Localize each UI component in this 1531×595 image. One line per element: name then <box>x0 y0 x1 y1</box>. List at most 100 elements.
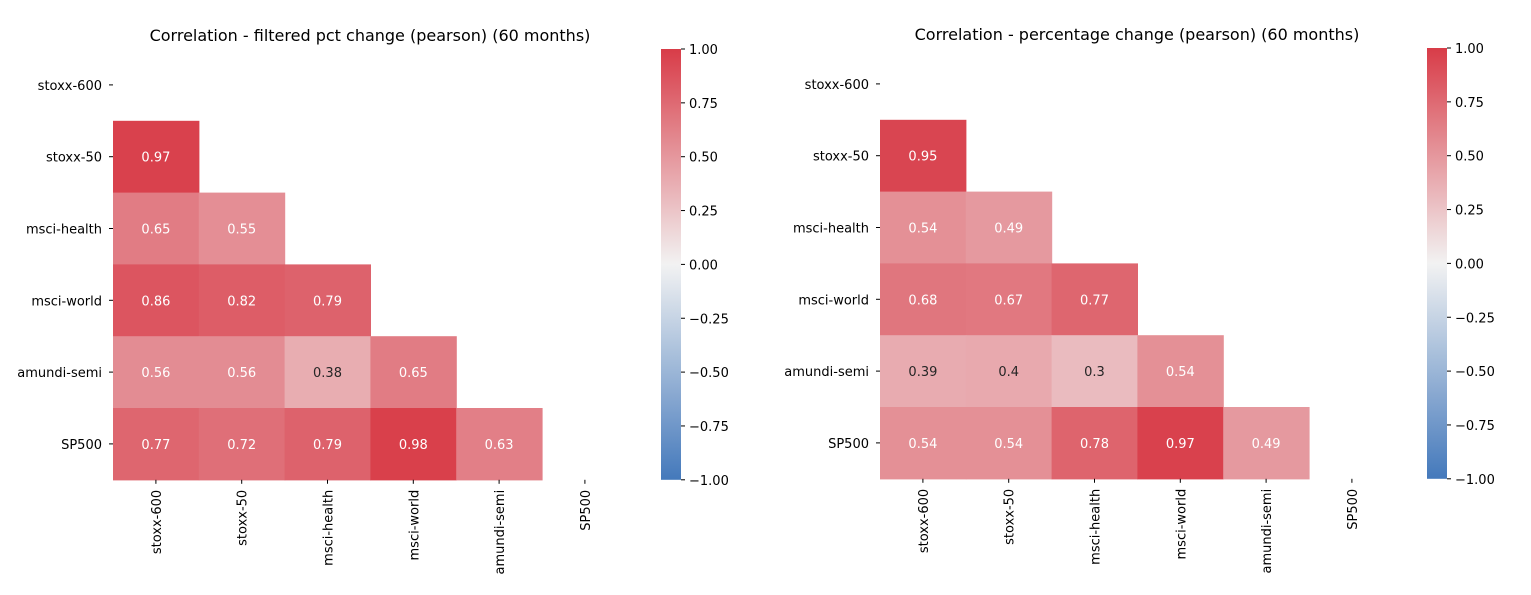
colorbar <box>661 49 681 480</box>
heatmap-cell <box>284 264 371 337</box>
heatmap-cell <box>370 408 457 481</box>
heatmap-cell <box>284 408 371 481</box>
colorbar-tick-label: 1.00 <box>1455 42 1484 57</box>
cell-value-label: 0.54 <box>908 222 937 237</box>
cell-value-label: 0.54 <box>1166 365 1195 380</box>
colorbar-tick-label: 0.00 <box>689 258 718 273</box>
x-tick-label: SP500 <box>579 490 594 531</box>
y-tick-label: stoxx-50 <box>46 151 102 166</box>
heatmap-cell <box>1223 407 1310 480</box>
cell-value-label: 0.98 <box>399 438 428 453</box>
x-tick-label: stoxx-50 <box>1003 489 1018 545</box>
y-tick-label: msci-health <box>793 222 869 237</box>
cell-value-label: 0.82 <box>227 294 256 309</box>
y-tick-label: amundi-semi <box>17 366 102 381</box>
cell-value-label: 0.39 <box>908 365 937 380</box>
colorbar-tick-label: 1.00 <box>689 43 718 58</box>
x-tick-label: amundi-semi <box>1260 489 1275 574</box>
cell-value-label: 0.78 <box>1080 437 1109 452</box>
heatmap-cell <box>370 336 457 409</box>
colorbar-tick-label: 0.75 <box>689 97 718 112</box>
colorbar-tick-label: −0.50 <box>1455 365 1495 380</box>
heatmap-cell <box>880 407 967 480</box>
colorbar-tick-label: −1.00 <box>1455 473 1495 488</box>
cell-value-label: 0.97 <box>1166 437 1195 452</box>
x-tick-label: stoxx-600 <box>150 490 165 554</box>
cell-value-label: 0.55 <box>227 223 256 238</box>
y-tick-label: stoxx-600 <box>38 79 102 94</box>
colorbar-tick-label: 0.50 <box>689 151 718 166</box>
heatmap-cell <box>965 407 1053 480</box>
heatmap-cell <box>1137 407 1224 480</box>
heatmap-cell <box>1051 335 1138 408</box>
heatmap-cell <box>113 120 200 194</box>
cell-value-label: 0.54 <box>908 437 937 452</box>
y-tick-label: SP500 <box>61 438 102 453</box>
heatmap-cell <box>113 336 200 409</box>
cell-value-label: 0.63 <box>485 438 514 453</box>
x-tick-label: stoxx-50 <box>236 490 251 546</box>
cell-value-label: 0.77 <box>141 438 170 453</box>
colorbar <box>1427 48 1447 479</box>
cell-value-label: 0.4 <box>998 365 1019 380</box>
chart-title-filtered: Correlation - filtered pct change (pears… <box>150 26 591 45</box>
cell-value-label: 0.49 <box>1252 437 1281 452</box>
heatmap-cell <box>880 119 967 193</box>
colorbar-tick-label: −1.00 <box>689 474 729 489</box>
cell-value-label: 0.77 <box>1080 293 1109 308</box>
x-tick-label: msci-health <box>1089 489 1104 565</box>
x-tick-label: amundi-semi <box>493 490 508 575</box>
y-tick-label: amundi-semi <box>784 365 869 380</box>
heatmap-cell <box>113 408 200 481</box>
x-tick-label: msci-world <box>1174 489 1189 560</box>
heatmap-filtered-pct-change: 0.97 0.65 0.55 0.86 0.82 0.79 0.56 0.56 0.38 0.65… <box>17 43 729 575</box>
chart-title-percentage: Correlation - percentage change (pearson… <box>915 25 1360 44</box>
cell-value-label: 0.86 <box>141 294 170 309</box>
colorbar-tick-label: −0.75 <box>1455 419 1495 434</box>
heatmap-cell <box>1137 335 1224 408</box>
heatmap-cell <box>284 336 371 409</box>
heatmap-percentage-change: 0.95 0.54 0.49 0.68 0.67 0.77 0.39 0.4 0.3 0.54 0.… <box>784 42 1495 574</box>
x-tick-label: msci-health <box>322 490 337 566</box>
colorbar-tick-label: 0.75 <box>1455 96 1484 111</box>
cell-value-label: 0.72 <box>227 438 256 453</box>
heatmap-cell <box>1051 407 1138 480</box>
y-tick-label: SP500 <box>828 437 869 452</box>
colorbar-tick-label: −0.75 <box>689 420 729 435</box>
heatmap-cell <box>880 191 967 264</box>
heatmap-cell <box>965 263 1053 336</box>
cell-value-label: 0.38 <box>313 366 342 381</box>
cell-value-label: 0.67 <box>994 293 1023 308</box>
cell-value-label: 0.79 <box>313 294 342 309</box>
cell-value-label: 0.54 <box>994 437 1023 452</box>
heatmap-cell <box>198 408 286 481</box>
heatmap-cell <box>113 192 200 265</box>
cell-value-label: 0.68 <box>908 293 937 308</box>
y-tick-label: msci-world <box>798 293 869 308</box>
cell-value-label: 0.79 <box>313 438 342 453</box>
heatmap-cell <box>965 335 1053 408</box>
heatmap-cell <box>456 408 543 481</box>
cell-value-label: 0.65 <box>141 223 170 238</box>
cell-value-label: 0.97 <box>141 151 170 166</box>
y-tick-label: stoxx-50 <box>813 150 869 165</box>
heatmap-cell <box>880 335 967 408</box>
cell-value-label: 0.56 <box>141 366 170 381</box>
colorbar-tick-label: 0.00 <box>1455 257 1484 272</box>
heatmap-cell <box>113 264 200 337</box>
y-tick-label: msci-health <box>26 223 102 238</box>
colorbar-tick-label: 0.25 <box>689 205 718 220</box>
colorbar-tick-label: −0.25 <box>1455 311 1495 326</box>
x-tick-label: stoxx-600 <box>917 489 932 553</box>
heatmap-cell <box>198 336 286 409</box>
heatmap-cell <box>965 191 1053 264</box>
x-tick-label: SP500 <box>1346 489 1361 530</box>
colorbar-tick-label: −0.50 <box>689 366 729 381</box>
y-tick-label: stoxx-600 <box>805 78 869 93</box>
colorbar-tick-label: −0.25 <box>689 312 729 327</box>
heatmap-cell <box>880 263 967 336</box>
y-tick-label: msci-world <box>31 294 102 309</box>
colorbar-tick-label: 0.50 <box>1455 150 1484 165</box>
colorbar-tick-label: 0.25 <box>1455 204 1484 219</box>
